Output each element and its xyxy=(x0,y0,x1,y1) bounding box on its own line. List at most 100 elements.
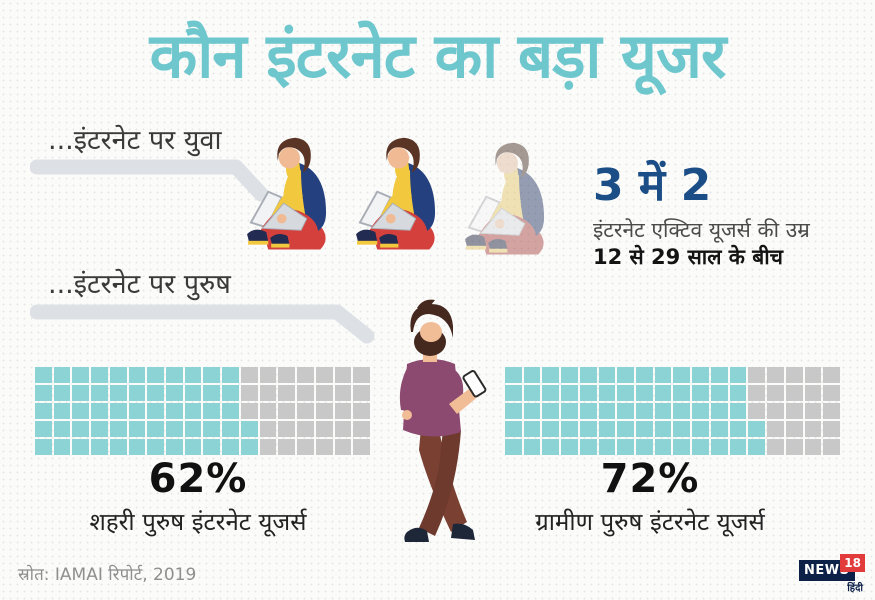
waffle-cell xyxy=(315,403,333,419)
waffle-cell xyxy=(542,421,560,437)
waffle-cell xyxy=(636,439,653,455)
waffle-cell xyxy=(315,367,333,383)
waffle-cell xyxy=(692,421,709,437)
waffle-cell xyxy=(109,367,127,383)
waffle-cell xyxy=(297,367,314,383)
waffle-cell xyxy=(598,385,616,401)
waffle-cell xyxy=(654,367,672,383)
waffle-cell xyxy=(636,367,653,383)
waffle-cell xyxy=(729,439,747,455)
waffle-cell xyxy=(91,421,108,437)
waffle-cell xyxy=(222,439,239,455)
waffle-cell xyxy=(166,403,183,419)
waffle-cell xyxy=(804,421,822,437)
waffle-cell xyxy=(315,421,333,437)
waffle-cell xyxy=(91,385,108,401)
waffle-cell xyxy=(767,403,784,419)
waffle-cell xyxy=(617,421,635,437)
waffle-cell xyxy=(823,439,840,455)
waffle-cell xyxy=(654,385,672,401)
waffle-cell xyxy=(505,403,522,419)
waffle-cell xyxy=(353,403,370,419)
waffle-cell xyxy=(598,403,616,419)
waffle-cell xyxy=(147,439,165,455)
waffle-cell xyxy=(109,421,127,437)
waffle-cell xyxy=(72,367,90,383)
waffle-cell xyxy=(523,421,541,437)
rural-caption: 72% ग्रामीण पुरुष इंटरनेट यूजर्स xyxy=(480,457,820,538)
waffle-cell xyxy=(692,385,709,401)
waffle-cell xyxy=(729,367,747,383)
waffle-cell xyxy=(353,385,370,401)
urban-label: शहरी पुरुष इंटरनेट यूजर्स xyxy=(89,508,307,536)
waffle-cell xyxy=(203,367,221,383)
stat-headline: 3 में 2 xyxy=(593,160,712,211)
waffle-cell xyxy=(505,439,522,455)
waffle-cell xyxy=(505,367,522,383)
waffle-cell xyxy=(147,385,165,401)
waffle-cell xyxy=(222,385,239,401)
waffle-cell xyxy=(166,367,183,383)
waffle-cell xyxy=(72,439,90,455)
waffle-cell xyxy=(692,367,709,383)
waffle-cell xyxy=(222,421,239,437)
waffle-cell xyxy=(542,367,560,383)
youth-stat-block: 3 में 2 इंटरनेट एक्टिव यूजर्स की उम्र 12… xyxy=(593,160,863,272)
waffle-cell xyxy=(53,403,71,419)
waffle-cell xyxy=(767,385,784,401)
waffle-cell xyxy=(636,385,653,401)
waffle-cell xyxy=(523,403,541,419)
stat-line2: 12 से 29 साल के बीच xyxy=(593,245,783,270)
waffle-cell xyxy=(203,403,221,419)
rural-label: ग्रामीण पुरुष इंटरनेट यूजर्स xyxy=(535,508,765,536)
waffle-cell xyxy=(128,385,146,401)
waffle-cell xyxy=(353,367,370,383)
waffle-cell xyxy=(35,421,52,437)
rural-waffle-chart xyxy=(505,367,840,455)
waffle-cell xyxy=(278,439,296,455)
waffle-cell xyxy=(636,421,653,437)
waffle-cell xyxy=(785,367,803,383)
rural-percent: 72% xyxy=(600,456,700,502)
logo-hindi-text: हिंदी xyxy=(847,583,863,594)
waffle-cell xyxy=(259,421,277,437)
waffle-cell xyxy=(748,367,766,383)
waffle-cell xyxy=(278,367,296,383)
waffle-cell xyxy=(128,421,146,437)
waffle-cell xyxy=(184,421,202,437)
waffle-cell xyxy=(598,367,616,383)
waffle-cell xyxy=(785,439,803,455)
men-section-label: ...इंटरनेट पर पुरुष xyxy=(48,269,231,300)
waffle-cell xyxy=(710,421,728,437)
waffle-cell xyxy=(617,403,635,419)
waffle-cell xyxy=(729,421,747,437)
waffle-cell xyxy=(523,367,541,383)
waffle-cell xyxy=(35,367,52,383)
waffle-cell xyxy=(35,403,52,419)
waffle-cell xyxy=(184,385,202,401)
waffle-cell xyxy=(579,385,597,401)
waffle-cell xyxy=(673,367,691,383)
waffle-cell xyxy=(505,421,522,437)
waffle-cell xyxy=(785,385,803,401)
waffle-cell xyxy=(259,403,277,419)
waffle-cell xyxy=(72,403,90,419)
waffle-cell xyxy=(334,421,352,437)
waffle-cell xyxy=(297,439,314,455)
news18-logo: NEWS 18 हिंदी xyxy=(799,554,867,594)
waffle-cell xyxy=(748,439,766,455)
waffle-cell xyxy=(561,385,578,401)
waffle-cell xyxy=(767,367,784,383)
waffle-cell xyxy=(823,421,840,437)
waffle-cell xyxy=(598,439,616,455)
urban-waffle-chart xyxy=(35,367,370,455)
waffle-cell xyxy=(710,367,728,383)
waffle-cell xyxy=(203,439,221,455)
waffle-cell xyxy=(35,439,52,455)
waffle-cell xyxy=(128,403,146,419)
waffle-cell xyxy=(636,403,653,419)
waffle-cell xyxy=(804,403,822,419)
waffle-cell xyxy=(542,385,560,401)
waffle-cell xyxy=(654,439,672,455)
